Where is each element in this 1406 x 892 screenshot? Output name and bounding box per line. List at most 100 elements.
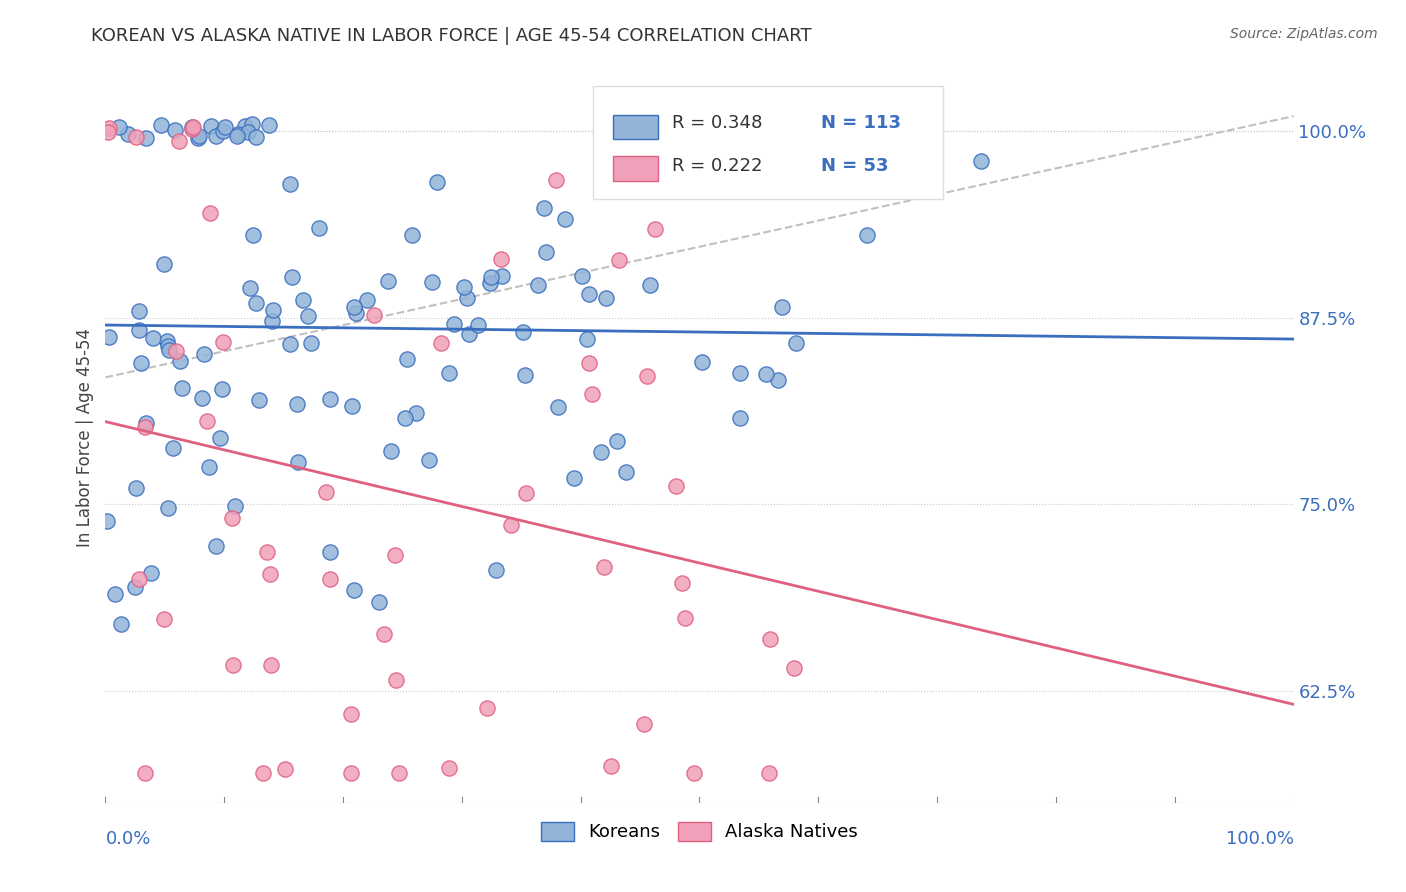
Point bbox=[690, 355, 713, 369]
Point bbox=[187, 131, 209, 145]
Point bbox=[600, 759, 623, 773]
Point bbox=[169, 134, 191, 148]
Point bbox=[636, 368, 658, 383]
Point bbox=[401, 228, 423, 243]
Point bbox=[453, 280, 475, 294]
Point bbox=[193, 347, 215, 361]
Point bbox=[614, 465, 637, 479]
Point bbox=[384, 548, 406, 562]
Point bbox=[156, 339, 179, 353]
Point bbox=[198, 206, 221, 220]
Point bbox=[197, 460, 219, 475]
Point bbox=[124, 580, 146, 594]
Point bbox=[180, 122, 202, 136]
Text: N = 113: N = 113 bbox=[821, 113, 901, 131]
Point bbox=[576, 332, 599, 346]
Point bbox=[356, 293, 378, 307]
Point bbox=[247, 393, 270, 408]
Point bbox=[262, 314, 284, 328]
Point bbox=[578, 356, 600, 370]
Point bbox=[191, 391, 214, 405]
Point bbox=[181, 120, 204, 135]
Point bbox=[156, 501, 179, 516]
Point bbox=[564, 471, 586, 485]
Point bbox=[278, 178, 301, 192]
Point bbox=[475, 701, 498, 715]
Point bbox=[153, 612, 176, 626]
Point bbox=[205, 129, 228, 144]
Point bbox=[388, 766, 411, 780]
Y-axis label: In Labor Force | Age 45-54: In Labor Force | Age 45-54 bbox=[76, 327, 94, 547]
Point bbox=[491, 268, 513, 283]
Point bbox=[262, 302, 284, 317]
Point bbox=[319, 545, 342, 559]
Point bbox=[169, 354, 191, 368]
Point bbox=[457, 327, 479, 342]
Point bbox=[117, 127, 139, 141]
Point bbox=[165, 123, 187, 137]
Point bbox=[259, 566, 281, 581]
Legend: Koreans, Alaska Natives: Koreans, Alaska Natives bbox=[534, 814, 865, 848]
Point bbox=[688, 118, 710, 132]
Point bbox=[256, 545, 278, 559]
Point bbox=[125, 130, 148, 145]
Point bbox=[162, 441, 184, 455]
FancyBboxPatch shape bbox=[613, 115, 658, 139]
Point bbox=[274, 762, 297, 776]
Point bbox=[252, 766, 274, 780]
Point bbox=[607, 252, 630, 267]
Point bbox=[226, 128, 249, 143]
Point bbox=[212, 335, 235, 350]
Point bbox=[479, 276, 502, 290]
Point bbox=[633, 716, 655, 731]
Point bbox=[405, 406, 427, 420]
Point bbox=[554, 212, 576, 227]
Point bbox=[159, 343, 181, 357]
Point bbox=[128, 572, 150, 586]
Point bbox=[339, 707, 361, 722]
Point bbox=[180, 120, 202, 135]
Text: 0.0%: 0.0% bbox=[105, 830, 150, 847]
Point bbox=[443, 318, 465, 332]
Point bbox=[373, 627, 395, 641]
Point bbox=[363, 308, 385, 322]
Point bbox=[134, 419, 156, 434]
Text: KOREAN VS ALASKA NATIVE IN LABOR FORCE | AGE 45-54 CORRELATION CHART: KOREAN VS ALASKA NATIVE IN LABOR FORCE |… bbox=[91, 27, 813, 45]
Text: 100.0%: 100.0% bbox=[1226, 830, 1294, 847]
Point bbox=[578, 287, 600, 301]
Point bbox=[287, 455, 309, 469]
Point bbox=[377, 274, 399, 288]
Point bbox=[595, 291, 617, 305]
Point bbox=[437, 762, 460, 776]
Point bbox=[292, 293, 315, 308]
Point bbox=[155, 334, 177, 349]
Point bbox=[513, 368, 536, 382]
Point bbox=[439, 367, 461, 381]
Point bbox=[766, 373, 789, 387]
Point bbox=[239, 281, 262, 295]
Point bbox=[728, 410, 751, 425]
Point bbox=[606, 434, 628, 448]
Point bbox=[200, 119, 222, 133]
Point bbox=[420, 276, 443, 290]
Point bbox=[245, 129, 267, 144]
Point bbox=[224, 499, 246, 513]
Point bbox=[299, 335, 322, 350]
Point bbox=[129, 356, 152, 370]
Point bbox=[297, 310, 319, 324]
Text: Source: ZipAtlas.com: Source: ZipAtlas.com bbox=[1230, 27, 1378, 41]
FancyBboxPatch shape bbox=[613, 156, 658, 181]
Point bbox=[758, 766, 780, 780]
Point bbox=[221, 511, 243, 525]
Point bbox=[236, 125, 259, 139]
Point bbox=[172, 381, 194, 395]
Point bbox=[515, 486, 537, 500]
Point bbox=[339, 766, 361, 780]
Point bbox=[501, 517, 523, 532]
Point bbox=[571, 268, 593, 283]
Point bbox=[394, 410, 416, 425]
Point bbox=[278, 337, 301, 351]
Point bbox=[489, 252, 512, 266]
Text: N = 53: N = 53 bbox=[821, 158, 889, 176]
Point bbox=[533, 201, 555, 215]
